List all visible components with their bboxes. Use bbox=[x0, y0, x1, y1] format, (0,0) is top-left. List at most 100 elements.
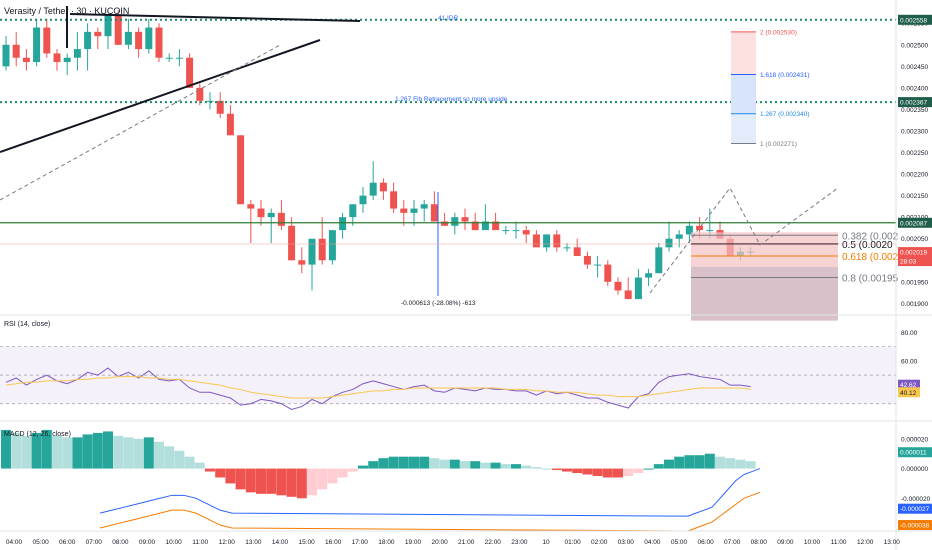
candle-body[interactable] bbox=[308, 238, 316, 265]
macd-histogram-bar[interactable] bbox=[653, 464, 664, 469]
candle-body[interactable] bbox=[522, 230, 530, 235]
macd-histogram-bar[interactable] bbox=[317, 468, 328, 490]
candle-body[interactable] bbox=[563, 247, 571, 249]
macd-histogram-bar[interactable] bbox=[715, 456, 725, 469]
candle-body[interactable] bbox=[379, 182, 387, 192]
candle-body[interactable] bbox=[124, 31, 132, 45]
macd-histogram-bar[interactable] bbox=[388, 456, 399, 469]
macd-histogram-bar[interactable] bbox=[62, 437, 73, 469]
signal-line[interactable] bbox=[99, 491, 761, 532]
candle-body[interactable] bbox=[73, 49, 81, 58]
macd-histogram-bar[interactable] bbox=[225, 468, 236, 484]
macd-histogram-bar[interactable] bbox=[439, 459, 450, 469]
candle-body[interactable] bbox=[318, 238, 326, 261]
rsi-line[interactable] bbox=[5, 367, 751, 410]
macd-histogram-bar[interactable] bbox=[286, 468, 297, 497]
macd-histogram-bar[interactable] bbox=[460, 461, 470, 469]
macd-histogram-bar[interactable] bbox=[521, 465, 532, 469]
macd-histogram-bar[interactable] bbox=[664, 459, 674, 469]
candle-body[interactable] bbox=[604, 264, 612, 282]
candle-body[interactable] bbox=[288, 225, 296, 261]
macd-histogram-bar[interactable] bbox=[11, 432, 22, 469]
candle-body[interactable] bbox=[410, 208, 418, 213]
macd-histogram-bar[interactable] bbox=[623, 468, 634, 476]
candle-body[interactable] bbox=[94, 31, 102, 37]
trend-line[interactable] bbox=[0, 39, 321, 153]
rsi-ma-line[interactable] bbox=[5, 376, 751, 399]
macd-histogram-bar[interactable] bbox=[41, 429, 52, 469]
candle-body[interactable] bbox=[696, 225, 704, 231]
macd-histogram-bar[interactable] bbox=[266, 468, 277, 494]
macd-histogram-bar[interactable] bbox=[82, 434, 93, 469]
macd-histogram-bar[interactable] bbox=[347, 468, 358, 472]
candle-body[interactable] bbox=[247, 204, 255, 209]
macd-histogram-bar[interactable] bbox=[551, 468, 562, 471]
candle-body[interactable] bbox=[298, 260, 306, 265]
candle-body[interactable] bbox=[175, 57, 183, 59]
macd-histogram-bar[interactable] bbox=[103, 431, 113, 469]
candle-body[interactable] bbox=[12, 44, 20, 58]
candle-body[interactable] bbox=[645, 273, 653, 278]
dashed-projection-line[interactable] bbox=[0, 44, 281, 201]
candle-body[interactable] bbox=[400, 208, 408, 213]
macd-histogram-bar[interactable] bbox=[205, 468, 215, 472]
macd-histogram-bar[interactable] bbox=[725, 458, 736, 469]
macd-histogram-bar[interactable] bbox=[511, 464, 521, 469]
candle-body[interactable] bbox=[53, 53, 61, 63]
macd-histogram-bar[interactable] bbox=[531, 467, 542, 469]
macd-histogram-bar[interactable] bbox=[143, 437, 154, 469]
macd-histogram-bar[interactable] bbox=[684, 455, 695, 469]
macd-histogram-bar[interactable] bbox=[470, 461, 481, 469]
macd-histogram-bar[interactable] bbox=[490, 462, 501, 469]
dashed-projection-line[interactable] bbox=[649, 187, 839, 294]
macd-histogram-bar[interactable] bbox=[21, 435, 32, 469]
candle-body[interactable] bbox=[594, 264, 602, 266]
macd-histogram-bar[interactable] bbox=[327, 468, 338, 484]
macd-histogram-bar[interactable] bbox=[1, 429, 11, 469]
candle-body[interactable] bbox=[349, 204, 357, 218]
macd-histogram-bar[interactable] bbox=[694, 455, 705, 469]
candle-body[interactable] bbox=[135, 31, 143, 50]
candle-body[interactable] bbox=[706, 230, 714, 232]
candle-body[interactable] bbox=[155, 27, 163, 58]
macd-histogram-bar[interactable] bbox=[368, 461, 379, 469]
candle-body[interactable] bbox=[655, 247, 663, 274]
candle-body[interactable] bbox=[43, 27, 51, 54]
macd-histogram-bar[interactable] bbox=[184, 456, 195, 469]
macd-histogram-bar[interactable] bbox=[215, 468, 226, 478]
macd-pane[interactable] bbox=[1, 429, 761, 532]
trend-line[interactable] bbox=[69, 13, 361, 22]
candle-body[interactable] bbox=[481, 221, 489, 231]
macd-histogram-bar[interactable] bbox=[429, 458, 440, 469]
macd-histogram-bar[interactable] bbox=[674, 456, 685, 469]
macd-histogram-bar[interactable] bbox=[378, 458, 389, 469]
candle-body[interactable] bbox=[2, 44, 10, 67]
macd-histogram-bar[interactable] bbox=[582, 468, 593, 475]
candle-body[interactable] bbox=[543, 234, 551, 248]
candle-body[interactable] bbox=[634, 277, 642, 300]
candle-body[interactable] bbox=[573, 247, 581, 256]
candle-body[interactable] bbox=[63, 57, 71, 63]
macd-histogram-bar[interactable] bbox=[358, 465, 368, 469]
rsi-pane[interactable] bbox=[0, 346, 896, 410]
macd-histogram-bar[interactable] bbox=[164, 446, 175, 469]
price-pane[interactable] bbox=[2, 10, 755, 300]
candle-body[interactable] bbox=[492, 221, 500, 231]
macd-histogram-bar[interactable] bbox=[602, 468, 613, 478]
candle-body[interactable] bbox=[226, 113, 234, 136]
candle-body[interactable] bbox=[390, 191, 398, 209]
macd-histogram-bar[interactable] bbox=[500, 464, 511, 469]
macd-histogram-bar[interactable] bbox=[72, 437, 83, 469]
candle-body[interactable] bbox=[665, 238, 673, 248]
candle-body[interactable] bbox=[553, 234, 561, 248]
candle-body[interactable] bbox=[257, 208, 265, 218]
macd-histogram-bar[interactable] bbox=[409, 456, 419, 469]
candle-body[interactable] bbox=[165, 57, 173, 59]
candle-body[interactable] bbox=[583, 255, 591, 265]
macd-histogram-bar[interactable] bbox=[133, 438, 144, 469]
macd-histogram-bar[interactable] bbox=[92, 432, 103, 469]
candle-body[interactable] bbox=[114, 14, 122, 45]
candle-body[interactable] bbox=[532, 234, 540, 248]
candle-body[interactable] bbox=[624, 290, 632, 300]
macd-line[interactable] bbox=[99, 468, 761, 517]
